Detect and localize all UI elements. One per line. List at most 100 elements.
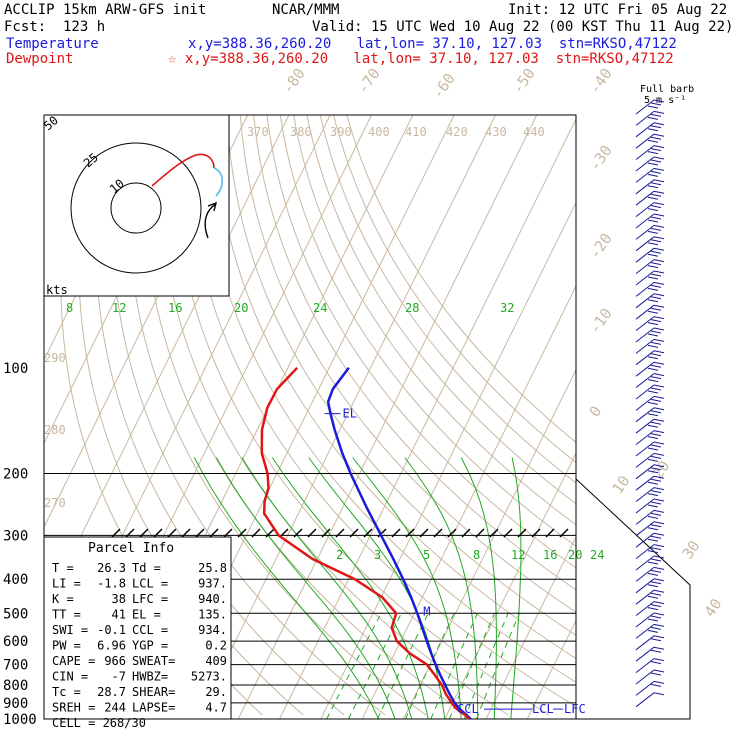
dry-adiabat [306, 115, 576, 505]
wind-barb-flag [653, 407, 665, 411]
wind-barb-flag [647, 219, 659, 223]
wind-barb-staff [635, 567, 655, 582]
wind-barb-flag [647, 367, 659, 371]
hodograph-inset: 25 10 kts 50 [41, 113, 230, 297]
parcel-key: SHEAR= [132, 685, 175, 699]
wind-barb-flag [647, 287, 659, 291]
wind-barb-staff [635, 453, 655, 468]
wind-barb-flag [650, 216, 662, 220]
wind-barb-staff [635, 236, 655, 252]
theta-label: 420 [446, 125, 468, 139]
wind-barb-staff [635, 99, 655, 115]
forecast-hour: Fcst: 123 h [4, 19, 106, 35]
parcel-info-title: Parcel Info [88, 541, 174, 556]
wind-barb-flag [653, 156, 665, 160]
theta-e-labels: 8 12 16 20 24 28 32 [66, 301, 514, 315]
parcel-tick [475, 528, 485, 538]
wind-barb-flag [647, 333, 659, 337]
wind-barb-staff [635, 384, 655, 400]
parcel-key: T = [52, 561, 74, 575]
isotherm-label: -60 [429, 70, 459, 103]
isotherm-label: 20 [649, 457, 674, 482]
parcel-value: 135. [198, 608, 227, 622]
lcl-marker-label: LCL [532, 702, 554, 716]
isotherm-label: -20 [586, 230, 616, 263]
wind-barb-flag [653, 452, 665, 456]
pressure-label: 400 [3, 572, 28, 588]
wind-barb-flag [653, 612, 665, 616]
wind-barb-flag [647, 310, 659, 314]
wind-barb-flag [653, 179, 665, 183]
wind-barb-flag [653, 202, 665, 206]
ccl-marker-label: CCL [457, 702, 479, 716]
dry-adiabat [346, 115, 576, 443]
parcel-value: 0.2 [205, 639, 227, 653]
wind-barb-staff [635, 259, 655, 274]
wind-barb-flag [647, 401, 659, 405]
wind-barb-flag [653, 544, 665, 548]
wind-barb-flag [653, 430, 665, 434]
init-time: Init: 12 UTC Fri 05 Aug 22 [508, 2, 728, 18]
wind-barb-flag [647, 139, 659, 143]
theta-e-label: 32 [500, 301, 514, 315]
parcel-tick [195, 528, 205, 538]
wind-barb-flag [650, 649, 662, 653]
wind-barb-staff [635, 225, 655, 240]
wind-barb-staff [635, 521, 655, 537]
parcel-tick [167, 528, 177, 538]
wind-barb-flag [653, 555, 665, 559]
wind-barb-staff [635, 681, 655, 696]
wind-barb-staff [635, 293, 655, 309]
wind-barb-staff [635, 339, 655, 354]
wind-barb-flag [653, 441, 665, 445]
moist-adiabat [510, 457, 522, 719]
wind-barb-flag [650, 421, 662, 425]
isotherm-line [402, 368, 576, 719]
mixing-ratio-line [326, 613, 382, 719]
wind-barb-flag [650, 136, 662, 140]
parcel-tick [433, 528, 443, 538]
wind-barb-flag [650, 683, 662, 687]
sounding-profiles: EL M CCL LCL LFC [260, 366, 586, 720]
parcel-key: LI = [52, 577, 81, 591]
wind-barb-staff [635, 202, 655, 217]
theta-label: 410 [405, 125, 427, 139]
pressure-label: 100 [3, 361, 28, 377]
parcel-key: K = [52, 592, 74, 606]
wind-barb-flag [647, 128, 659, 132]
institution-label: NCAR/MMM [272, 2, 340, 18]
wind-barb-staff [635, 624, 655, 639]
parcel-value: 934. [198, 623, 227, 637]
moist-adiabat-lines [193, 457, 522, 719]
wind-barb-flag [653, 692, 665, 696]
parcel-value: -0.1 [97, 623, 126, 637]
wind-barb-flag [647, 265, 659, 269]
theta-label: 400 [368, 125, 390, 139]
barb-title: Full barb [640, 84, 694, 95]
wind-barb-flag [653, 247, 665, 251]
isotherm-label: 10 [609, 472, 634, 497]
wind-barb-flag [647, 185, 659, 189]
wind-barb-flag [647, 379, 659, 383]
parcel-tick [125, 528, 135, 538]
isotherm-label: 30 [679, 537, 704, 562]
wind-barb-staff [635, 441, 655, 457]
wind-barb-flag [650, 501, 662, 505]
dewpoint-legend-label: Dewpoint [6, 51, 74, 67]
isotherm-line [320, 201, 576, 719]
isotherm-label: 40 [701, 595, 726, 620]
parcel-value: 6.96 [97, 639, 126, 653]
wind-barb-flag [650, 524, 662, 528]
wind-barb-flag [650, 558, 662, 562]
wind-barb-flag [653, 601, 665, 605]
wind-barb-staff [635, 190, 655, 206]
parcel-key: LAPSE= [132, 701, 175, 715]
parcel-key: Tc = [52, 685, 81, 699]
wind-barb-flag [650, 535, 662, 539]
parcel-value: 937. [198, 577, 227, 591]
wind-barb-flag [650, 410, 662, 414]
wind-barb-flag [650, 398, 662, 402]
pressure-label: 1000 [3, 712, 37, 728]
wind-barb-flag [647, 481, 659, 485]
